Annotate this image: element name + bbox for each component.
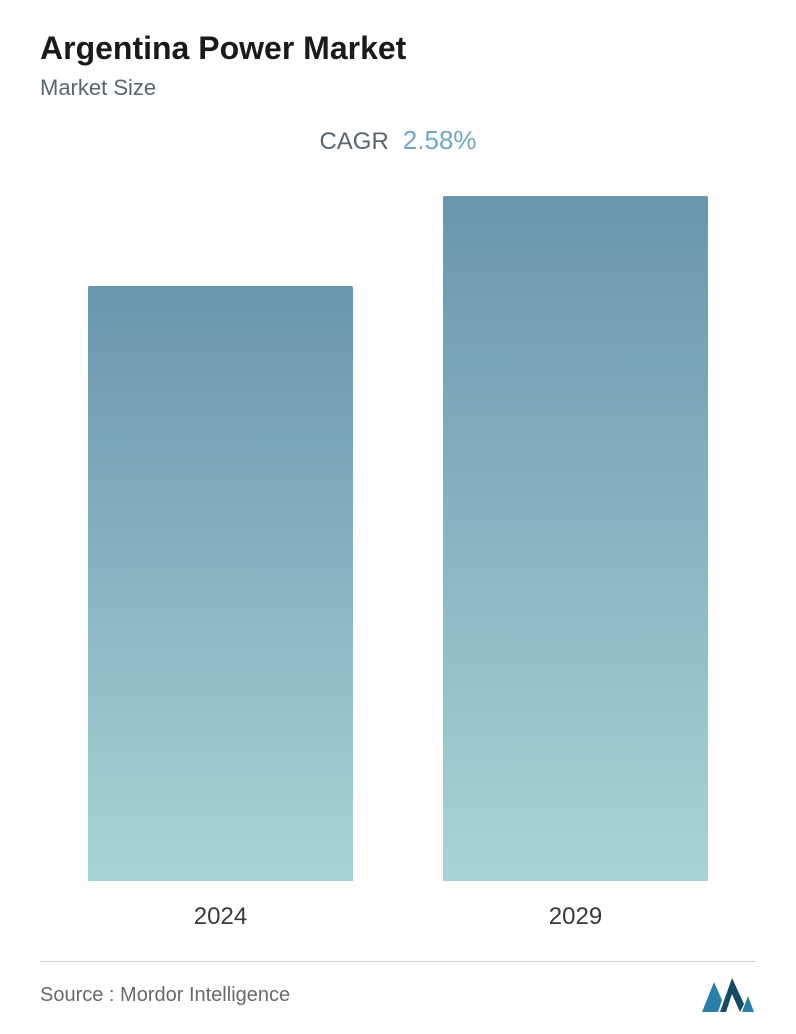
chart-title: Argentina Power Market [40, 30, 756, 67]
chart-container: Argentina Power Market Market Size CAGR … [0, 0, 796, 1034]
bar-0 [88, 286, 353, 881]
chart-subtitle: Market Size [40, 75, 756, 101]
bar-1 [443, 196, 708, 881]
mordor-logo-icon [700, 976, 756, 1014]
bar-label-1: 2029 [549, 903, 602, 931]
chart-plot-area: 2024 2029 [40, 186, 756, 951]
bar-group-1: 2029 [443, 196, 708, 931]
cagr-row: CAGR 2.58% [40, 125, 756, 156]
bar-label-0: 2024 [194, 903, 247, 931]
source-text: Source : Mordor Intelligence [40, 984, 290, 1007]
cagr-value: 2.58% [403, 125, 477, 156]
bar-group-0: 2024 [88, 286, 353, 931]
cagr-label: CAGR [319, 128, 388, 156]
chart-footer: Source : Mordor Intelligence [40, 961, 756, 1014]
